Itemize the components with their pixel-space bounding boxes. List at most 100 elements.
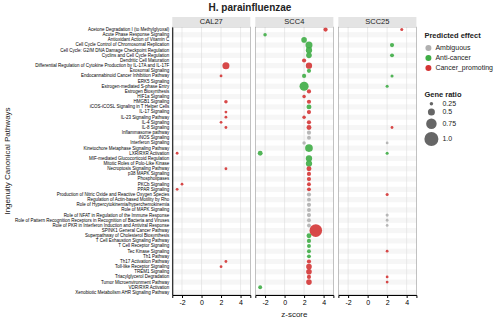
row-band — [255, 94, 333, 99]
point — [307, 166, 312, 171]
row-band — [255, 146, 333, 151]
row-band — [338, 290, 416, 295]
row-band — [172, 269, 250, 274]
tick: 4 — [322, 295, 326, 306]
tick-label: 2 — [386, 299, 390, 306]
row-band — [172, 166, 250, 171]
row-band — [172, 32, 250, 37]
row-band — [338, 115, 416, 120]
axis-domain — [172, 28, 173, 296]
point — [386, 281, 389, 284]
point — [307, 233, 312, 238]
legend-title: Predicted effect — [424, 31, 481, 40]
tick-line — [265, 295, 266, 298]
size-swatch — [426, 119, 437, 130]
point — [181, 183, 184, 186]
point — [302, 58, 306, 62]
legend-entry: 1.0 — [424, 132, 452, 146]
row-band — [338, 146, 416, 151]
point — [306, 160, 312, 166]
row-band — [172, 135, 250, 140]
point — [400, 28, 403, 31]
point — [390, 43, 394, 47]
tick-line — [407, 295, 408, 298]
point — [307, 89, 311, 93]
legend-label: 0.5 — [442, 108, 452, 115]
row-band — [255, 104, 333, 109]
grid-line — [348, 27, 349, 295]
point — [225, 167, 228, 170]
point — [390, 74, 393, 77]
grid — [265, 27, 324, 295]
tick-line — [285, 295, 286, 298]
point — [307, 110, 311, 114]
point — [307, 254, 311, 258]
point — [306, 53, 312, 59]
row-band — [255, 32, 333, 37]
point — [307, 249, 311, 253]
x-axis: -2024 — [256, 295, 334, 306]
grid-line — [265, 27, 266, 295]
panel: -2024SCC4 — [255, 17, 334, 306]
tick: 2 — [303, 295, 307, 306]
row-band — [338, 32, 416, 37]
tick: -2 — [179, 295, 185, 306]
row-band — [172, 259, 250, 264]
point — [307, 203, 311, 207]
row-band — [338, 135, 416, 140]
strip — [338, 17, 416, 27]
row-band — [338, 125, 416, 130]
tick: -2 — [345, 295, 351, 306]
x-axis: -2024 — [173, 295, 251, 306]
strip — [255, 17, 333, 27]
panel-frame — [338, 27, 416, 295]
row-band — [172, 42, 250, 47]
point — [225, 260, 228, 263]
axis-domain — [339, 296, 417, 299]
point — [386, 142, 389, 145]
x-axis-title: z-score — [281, 310, 308, 319]
row-band — [172, 146, 250, 151]
row-band — [172, 176, 250, 181]
row-bands — [255, 32, 333, 295]
legend-entry: Anti-cancer — [425, 54, 471, 61]
panel-frame — [255, 27, 333, 295]
panel-title: SCC25 — [365, 17, 389, 26]
legend-entry: Ambiguous — [425, 44, 471, 52]
tick-line — [241, 295, 242, 298]
panel-title: SCC4 — [284, 17, 304, 26]
row-band — [338, 84, 416, 89]
panel: -2024SCC25 — [338, 17, 417, 306]
point — [305, 144, 313, 152]
point — [220, 121, 223, 124]
row-band — [255, 290, 333, 295]
row-band — [255, 238, 333, 243]
row-band — [338, 176, 416, 181]
tick-label: 4 — [405, 299, 409, 306]
tick-line — [368, 295, 369, 298]
size-legend: Gene ratio0.250.50.751.0 — [424, 90, 462, 146]
point — [307, 208, 311, 212]
row-band — [338, 156, 416, 161]
grid-line — [323, 27, 324, 295]
row-band — [255, 84, 333, 89]
tick: Xenobiotic Metabolism AHR Signaling Path… — [75, 290, 172, 295]
point — [307, 69, 311, 73]
grid-line — [406, 27, 407, 295]
point — [220, 265, 223, 268]
tick-line — [348, 295, 349, 298]
row-bands — [172, 32, 250, 295]
legend-label: 0.75 — [442, 120, 456, 127]
grid-line — [304, 27, 305, 295]
point — [225, 126, 228, 129]
point — [222, 62, 229, 69]
grid-line — [182, 27, 183, 295]
row-band — [338, 42, 416, 47]
legend-entry: 0.75 — [426, 119, 456, 130]
grid-line — [284, 27, 285, 295]
tick-label: 2 — [303, 299, 307, 306]
legend-label: Anti-cancer — [435, 54, 471, 61]
point — [307, 172, 311, 176]
point — [309, 224, 322, 237]
point — [176, 152, 179, 155]
